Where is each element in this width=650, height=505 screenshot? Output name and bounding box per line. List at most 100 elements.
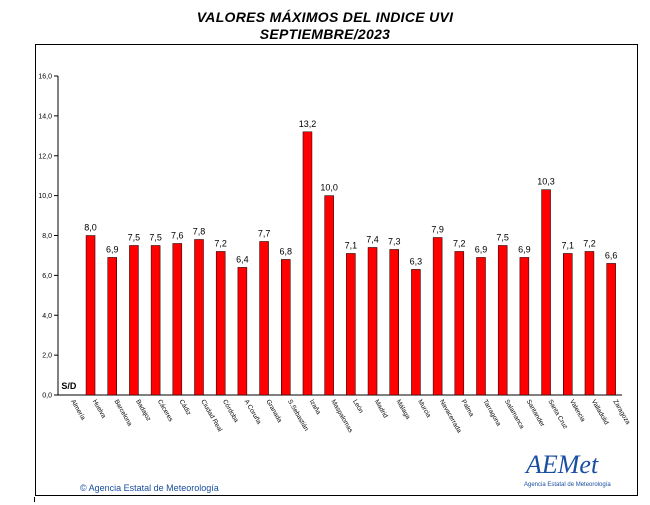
- bar-18: [454, 251, 465, 396]
- frame-tick: [34, 497, 35, 502]
- bar-24: [584, 251, 595, 396]
- x-tick-label: Murcia: [416, 399, 432, 420]
- data-label: 6,9: [106, 244, 119, 254]
- y-tick-label: 2,0: [42, 353, 52, 360]
- data-label: 10,3: [537, 177, 555, 187]
- x-tick-label: Ciudad Real: [199, 399, 223, 434]
- x-tick-label: Granada: [264, 399, 283, 425]
- data-label: 7,2: [214, 238, 227, 248]
- bar-21: [519, 257, 530, 396]
- data-label: 7,1: [345, 240, 358, 250]
- x-tick-label: Salamanca: [503, 399, 526, 431]
- x-tick-label: Navacerrada: [438, 399, 463, 435]
- x-tick-label: S.Sebastián: [286, 399, 310, 433]
- aemet-logo: AEMet Agencia Estatal de Meteorología: [520, 450, 611, 492]
- y-tick-label: 8,0: [42, 233, 52, 240]
- bar-12: [324, 195, 334, 396]
- bar-19: [476, 257, 486, 396]
- bar-1: [85, 235, 96, 396]
- bar-4: [150, 245, 161, 396]
- data-label: 7,1: [562, 240, 575, 250]
- no-data-label: S/D: [61, 381, 77, 391]
- bar-9: [259, 241, 269, 396]
- data-label: 6,9: [518, 244, 531, 254]
- data-label: 8,0: [84, 223, 97, 233]
- bar-11: [302, 131, 313, 396]
- x-tick-label: Zaragoza: [611, 399, 631, 427]
- bar-14: [367, 247, 378, 396]
- y-tick-label: 4,0: [42, 313, 52, 320]
- chart-axes: [57, 76, 622, 396]
- bar-2: [107, 257, 117, 396]
- y-tick-label: 10,0: [38, 193, 52, 200]
- bar-13: [346, 253, 356, 396]
- logo-wordmark: AEMet: [526, 450, 599, 479]
- bar-6: [194, 239, 204, 396]
- chart-frame: [35, 44, 638, 496]
- bar-22: [541, 189, 551, 396]
- bar-23: [563, 253, 573, 396]
- bar-3: [129, 245, 139, 396]
- data-label: 6,9: [475, 244, 488, 254]
- x-tick-label: Santander: [525, 399, 546, 429]
- x-tick-label: Cádiz: [178, 399, 192, 417]
- bar-15: [389, 249, 399, 396]
- y-tick-labels: 0,0 2,0 4,0 6,0 8,0 10,0 12,0 14,0 16,0: [38, 74, 58, 400]
- x-tick-label: Almería: [69, 399, 86, 422]
- x-tick-label: Córdoba: [221, 399, 240, 424]
- bar-17: [432, 237, 443, 396]
- y-tick-label: 0,0: [42, 393, 52, 400]
- data-label: 6,3: [410, 256, 423, 266]
- x-tick-label: Tarragona: [481, 399, 502, 428]
- x-tick-label: Valladolid: [590, 399, 610, 427]
- bar-20: [497, 245, 508, 396]
- x-tick-label: Huelva: [91, 399, 107, 420]
- y-tick-label: 14,0: [38, 113, 52, 120]
- x-tick-label: Valencia: [568, 399, 586, 424]
- x-tick-label: Palma: [460, 399, 475, 419]
- data-label: 6,4: [236, 254, 249, 264]
- chart-subtitle: SEPTIEMBRE/2023: [259, 26, 391, 42]
- x-tick-label: Barcelona: [112, 399, 133, 428]
- x-tick-label: Madrid: [373, 399, 389, 420]
- data-label: 6,6: [605, 250, 618, 260]
- logo-subtext: Agencia Estatal de Meteorología: [524, 482, 611, 488]
- data-label: 7,2: [453, 238, 466, 248]
- x-tick-label: A Coruña: [243, 399, 263, 426]
- data-label: 7,3: [388, 236, 401, 246]
- data-label: 7,6: [171, 230, 184, 240]
- bar-10: [281, 259, 291, 396]
- copyright-text: © Agencia Estatal de Meteorología: [80, 483, 219, 493]
- value-labels: S/D 8,0 6,9 7,5 7,5 7,6 7,8 7,2 6,4 7,7 6,8 13,2 10,…: [61, 119, 617, 391]
- data-label: 7,5: [149, 232, 162, 242]
- x-tick-label: Málaga: [394, 399, 411, 421]
- data-label: 6,8: [280, 246, 293, 256]
- chart-title: VALORES MÁXIMOS DEL INDICE UVI: [196, 9, 454, 25]
- data-label: 7,4: [366, 234, 379, 244]
- data-label: 13,2: [299, 119, 317, 129]
- data-label: 7,5: [496, 232, 509, 242]
- x-tick-label: León: [351, 399, 364, 415]
- bar-7: [215, 251, 226, 396]
- data-label: 7,5: [128, 232, 141, 242]
- data-label: 10,0: [320, 183, 338, 193]
- data-label: 7,7: [258, 228, 271, 238]
- x-tick-label: Santa Cruz: [546, 399, 568, 431]
- y-tick-label: 16,0: [38, 74, 52, 81]
- bar-16: [411, 269, 421, 396]
- x-tick-labels: Almería Huelva Barcelona Badajoz Cáceres Cádi…: [69, 399, 631, 435]
- x-tick-label: Cáceres: [156, 399, 175, 424]
- x-tick-label: Badajoz: [134, 399, 152, 423]
- y-tick-label: 12,0: [38, 153, 52, 160]
- bar-series: [85, 131, 616, 396]
- bar-25: [606, 263, 616, 396]
- bar-5: [172, 243, 183, 396]
- bar-8: [237, 267, 248, 396]
- y-tick-label: 6,0: [42, 273, 52, 280]
- data-label: 7,8: [193, 226, 206, 236]
- x-tick-label: Maspalomas: [329, 399, 354, 435]
- data-label: 7,2: [583, 238, 596, 248]
- x-tick-label: Izaña: [308, 399, 322, 417]
- data-label: 7,9: [431, 224, 444, 234]
